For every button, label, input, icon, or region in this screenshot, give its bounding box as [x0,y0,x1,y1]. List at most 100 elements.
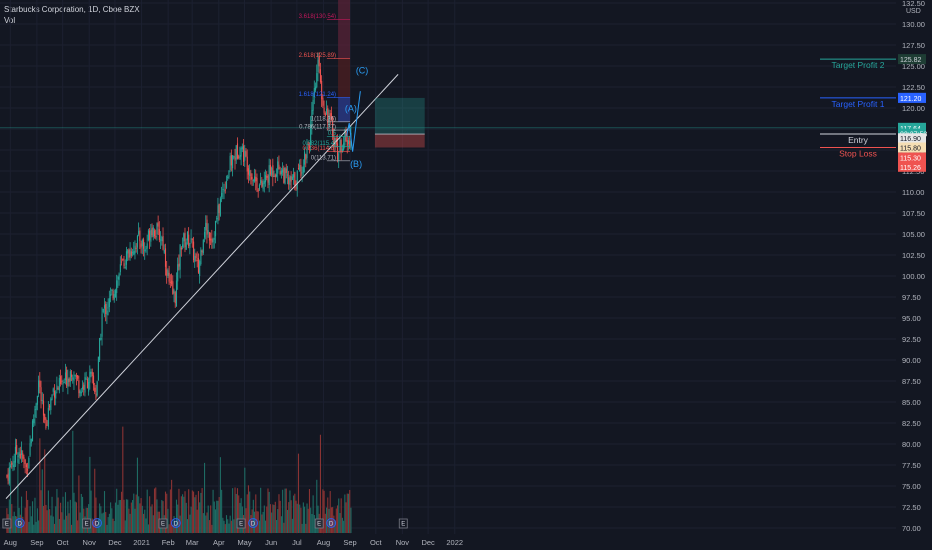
candle-body [106,310,108,316]
volume-bar [301,523,303,533]
fib-level-label: 0(113.71) [311,155,336,161]
candle-body [161,237,163,242]
volume-bar [22,516,24,533]
price-tag-bg [898,152,926,163]
volume-bar [297,453,300,533]
fib-zone-mid [338,58,351,98]
symbol-title[interactable]: Starbucks Corporation, 1D, Cboe BZX [4,5,140,14]
candle-body [277,161,279,174]
volume-bar [40,490,42,533]
volume-bar [332,507,334,533]
volume-bar [273,505,275,533]
candle-body [189,242,191,248]
candle-body [212,239,214,243]
volume-bar [61,512,63,533]
volume-bar [113,521,115,533]
candle-body [239,155,241,160]
candle-body [262,182,264,190]
dividend-marker [248,518,259,528]
volume-bar [302,502,304,533]
candle-body [152,227,154,237]
candle-body [345,131,347,141]
candle-body [132,252,134,254]
earnings-marker [158,518,168,529]
time-axis[interactable]: Aug Sep Oct Nov Dec 2021 Feb Mar Apr May Jun Jul Aug… [0,536,932,550]
candle-body [39,380,41,388]
volume-bar [208,520,210,533]
candle-body [24,459,26,465]
price-axis[interactable]: 132.50130.00127.50125.00122.50120.00117.… [898,0,932,550]
volume-bars [6,426,352,533]
fib-zone-blue [338,97,351,122]
profit-zone [374,97,425,135]
candle-body [42,400,45,416]
candle-body [35,403,37,410]
wave-path [346,91,361,152]
fib-level-label: 0.786(117.37) [299,125,336,131]
candle-body [280,170,282,175]
volume-bar [349,489,351,533]
candle-body [207,230,209,234]
volume-bar [282,489,284,533]
volume-bar [251,509,253,533]
fib-level-label: 0.236(114.8) [302,146,336,152]
candle-body [46,424,48,426]
candle-body [340,139,342,153]
volume-bar [214,509,217,533]
volume-bar [234,487,236,533]
candle-body [258,184,260,190]
volume-bar [150,506,152,533]
candle-body [16,445,18,454]
dividend-marker-label: D [174,522,179,528]
volume-bar [78,475,80,533]
time-axis-bg [0,536,932,550]
candle-body [118,273,120,280]
grid-lines [0,0,896,534]
candle-body [128,249,130,258]
volume-bar [257,511,259,533]
volume-bar [144,509,146,533]
volume-bar [28,521,30,533]
volume-bar [196,509,198,533]
candle-body [25,464,27,468]
volume-bar [262,511,264,533]
candle-body [158,229,160,241]
candle-body [251,177,253,180]
volume-bar [207,505,209,533]
volume-bar [255,494,257,533]
volume-bar [27,499,29,533]
volume-bar [286,509,289,533]
candle-body [300,165,302,176]
candle-body [210,238,212,241]
drawing-overlay[interactable]: 3.618(130.54) 2.618(125.89) 1.618(121.24) 1… [0,0,896,529]
candle-body [102,308,104,313]
candle-body [294,172,296,186]
candle-body [122,258,124,261]
price-tag-bg [898,92,926,103]
volume-bar [216,500,218,533]
candle-body [163,249,165,253]
volume-bar [274,501,276,533]
volume-bar [35,521,37,533]
candle-body [283,167,285,183]
volume-bar [232,488,234,533]
volume-bar [108,513,110,533]
candle-body [252,179,254,182]
volume-bar [95,497,97,533]
fib-level-label: 1(118.36) [311,116,336,122]
price-tag-bg [898,142,926,153]
earnings-marker [2,518,12,529]
candle-body [171,280,173,285]
volume-label[interactable]: Vol [4,16,16,25]
candle-body [103,305,106,309]
volume-bar [20,496,23,533]
candle-body [267,175,269,183]
candle-body [200,249,202,265]
volume-bar [335,508,337,533]
candle-body [339,139,341,152]
volume-bar [135,494,137,533]
volume-bar [63,519,65,533]
volume-bar [125,499,128,533]
price-tag: 116.90 [900,136,921,143]
